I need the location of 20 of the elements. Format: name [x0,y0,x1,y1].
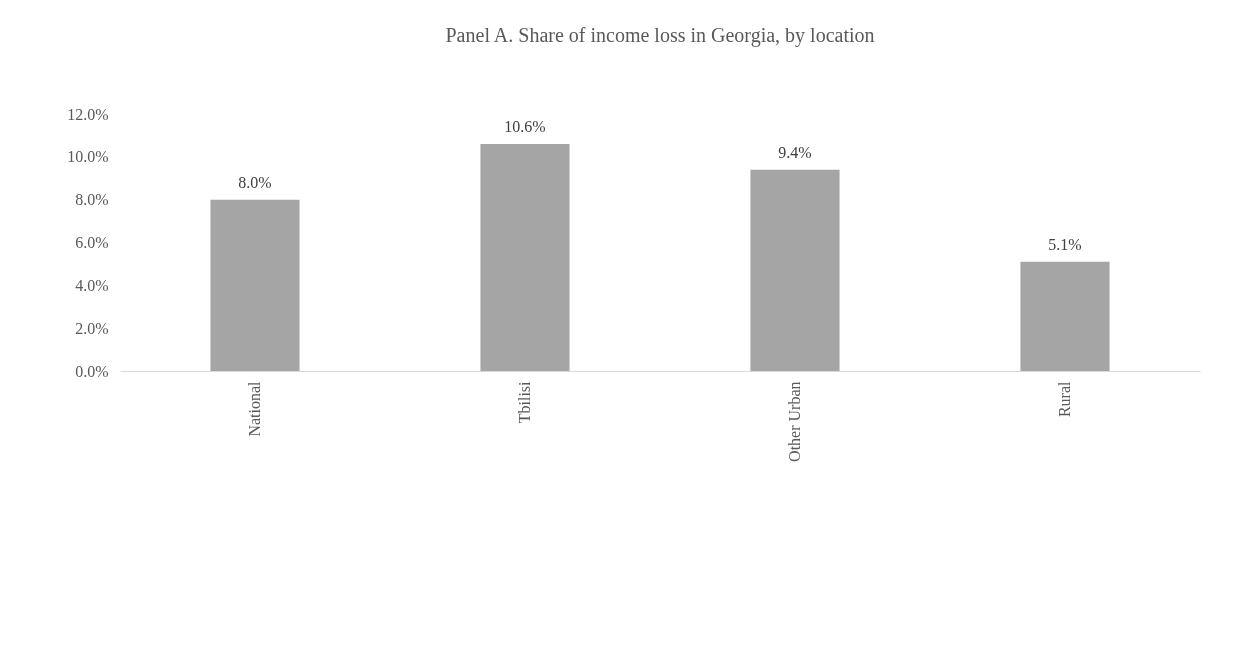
x-tick-label: Tbilisi [516,380,533,424]
bar [1020,261,1110,371]
data-label: 8.0% [238,173,272,191]
y-tick-label: 10.0% [67,148,109,166]
y-tick-label: 0.0% [75,362,109,380]
y-tick-label: 12.0% [67,105,109,123]
bar [480,143,570,371]
bar [210,199,300,371]
y-tick-label: 2.0% [75,319,109,337]
x-tick-label: National [246,380,263,437]
y-tick-label: 6.0% [75,234,109,251]
data-label: 9.4% [778,143,812,161]
x-tick-label: Rural [1056,380,1073,418]
chart-title: Panel A. Share of income loss in Georgia, by location [445,24,875,47]
bar [750,169,840,371]
y-tick-label: 8.0% [75,191,109,209]
y-tick-label: 4.0% [75,276,109,294]
data-label: 10.6% [504,117,546,135]
x-tick-label: Other Urban [786,381,803,462]
data-label: 5.1% [1048,235,1082,253]
